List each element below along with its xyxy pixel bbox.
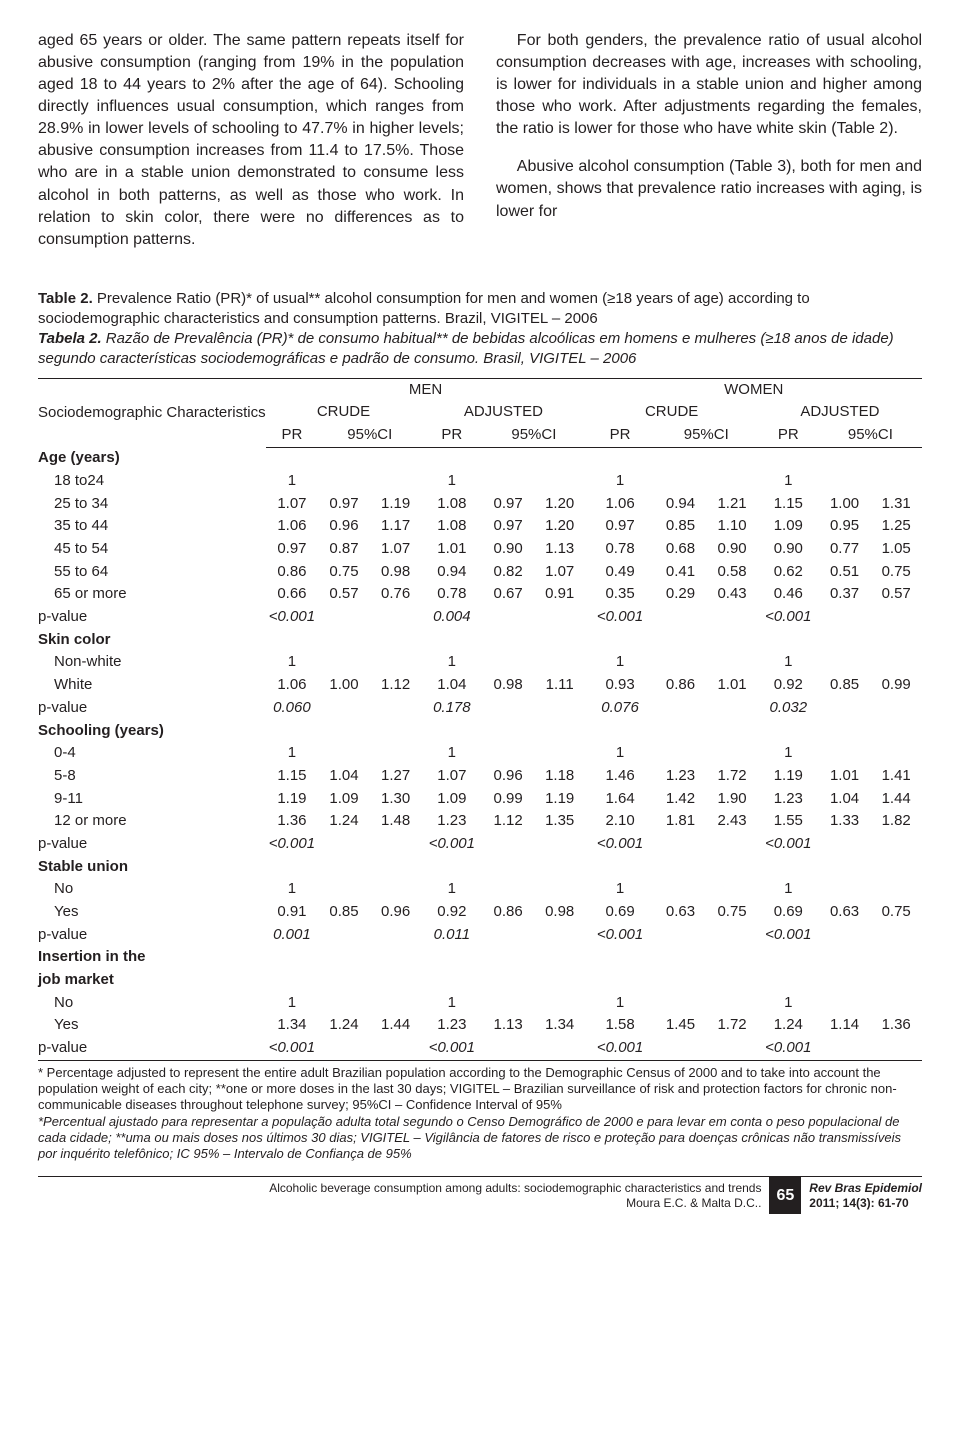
footnote-pt: *Percentual ajustado para representar a … [38, 1114, 922, 1163]
footer-article-title: Alcoholic beverage consumption among adu… [269, 1181, 761, 1195]
footer-authors: Moura E.C. & Malta D.C.. [269, 1196, 761, 1210]
table-footnotes: * Percentage adjusted to represent the e… [38, 1065, 922, 1163]
footer-journal: Rev Bras Epidemiol [809, 1181, 922, 1195]
body-text: aged 65 years or older. The same pattern… [38, 30, 922, 253]
page-number: 65 [769, 1177, 801, 1214]
caption-en-text: Prevalence Ratio (PR)* of usual** alcoho… [38, 290, 810, 327]
paragraph-1: aged 65 years or older. The same pattern… [38, 32, 464, 248]
caption-pt-text: Razão de Prevalência (PR)* de consumo ha… [38, 330, 894, 367]
table-caption: Table 2. Prevalence Ratio (PR)* of usual… [38, 289, 922, 370]
prevalence-ratio-table: Sociodemographic CharacteristicsMENWOMEN… [38, 378, 922, 1061]
caption-en-label: Table 2. [38, 290, 93, 307]
paragraph-3: Abusive alcohol consumption (Table 3), b… [496, 156, 922, 222]
paragraph-2: For both genders, the prevalence ratio o… [496, 30, 922, 140]
caption-pt-label: Tabela 2. [38, 330, 102, 347]
footer-issue: 2011; 14(3): 61-70 [809, 1196, 922, 1210]
footnote-en: * Percentage adjusted to represent the e… [38, 1065, 922, 1114]
page-footer: Alcoholic beverage consumption among adu… [38, 1176, 922, 1214]
